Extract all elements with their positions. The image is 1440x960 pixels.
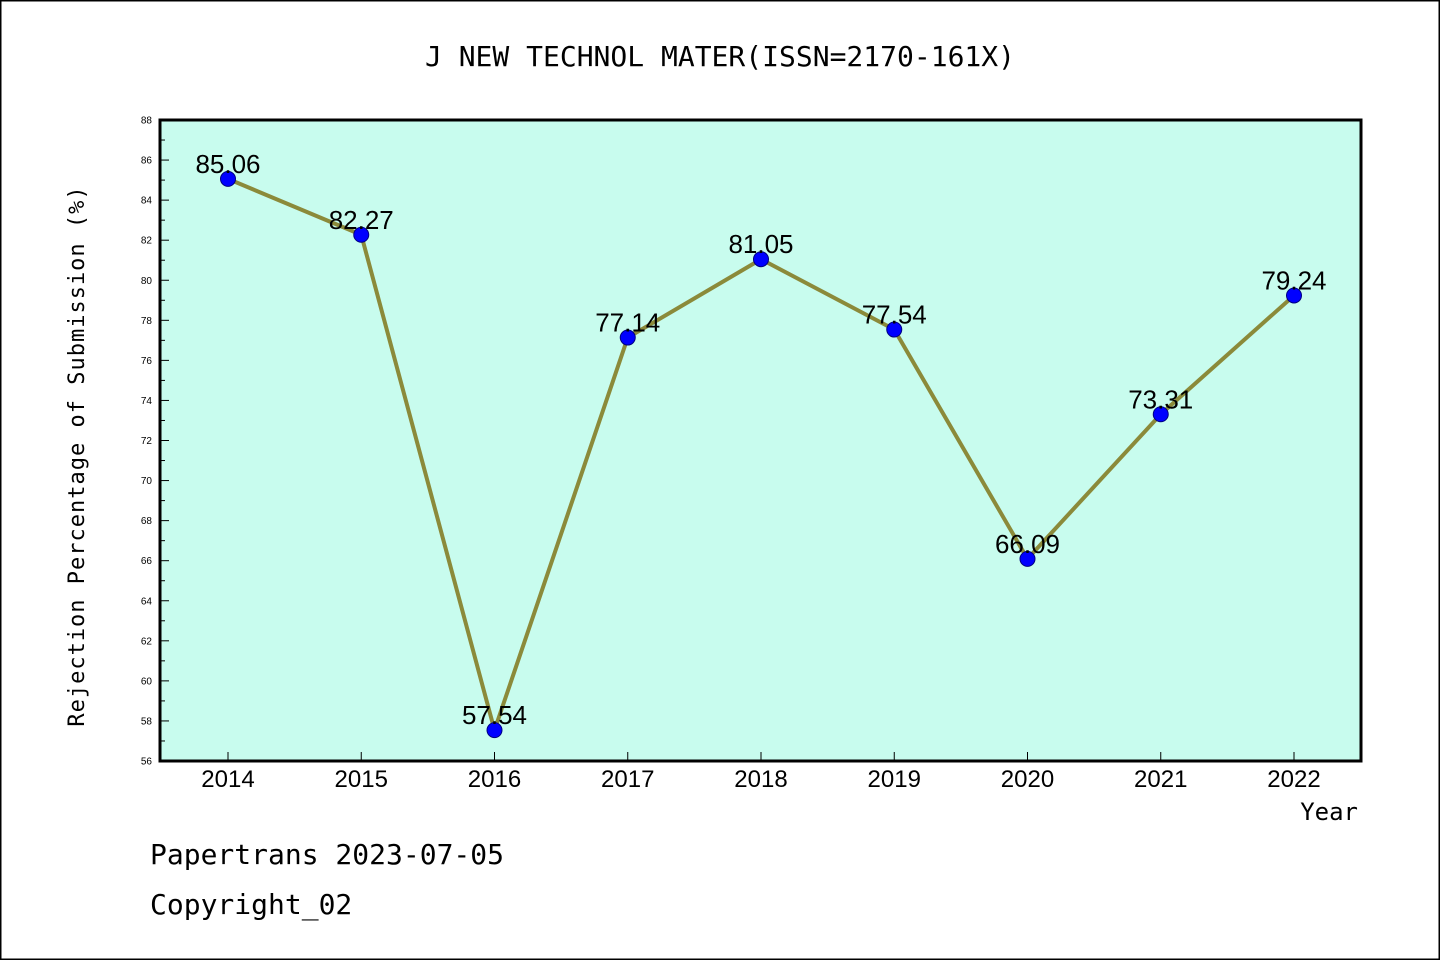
data-label: 82.27 — [329, 205, 394, 235]
y-tick-label: 76 — [141, 356, 153, 367]
y-tick-label: 86 — [141, 156, 153, 167]
y-tick-label: 80 — [141, 276, 153, 287]
y-axis: 56 58 60 62 64 66 68 70 72 74 76 78 80 82 84 86 88 — [141, 116, 169, 768]
x-axis: 2014 2015 2016 2017 2018 2019 2020 2021 2022 — [201, 752, 1321, 793]
plot-area — [158, 118, 1363, 763]
data-point — [1019, 550, 1036, 567]
x-tick-label: 2021 — [1134, 766, 1187, 793]
x-tick-label: 2020 — [1001, 766, 1054, 793]
y-tick-label: 66 — [141, 556, 153, 567]
data-label: 66.09 — [995, 529, 1060, 559]
footer-date-text: Papertrans 2023-07-05 — [150, 838, 504, 871]
y-tick-label: 62 — [141, 636, 153, 647]
data-point — [753, 251, 769, 268]
x-tick-label: 2016 — [468, 766, 521, 793]
data-point — [353, 226, 370, 243]
y-tick-label: 84 — [141, 196, 153, 207]
x-axis-label: Year — [1300, 798, 1358, 826]
data-label: 73.31 — [1128, 384, 1193, 414]
y-tick-label: 88 — [141, 116, 153, 127]
x-tick-label: 2018 — [734, 766, 787, 793]
data-point — [486, 722, 503, 739]
y-tick-label: 82 — [141, 236, 153, 247]
data-label: 81.05 — [728, 229, 793, 259]
data-label: 57.54 — [462, 700, 527, 730]
x-tick-label: 2019 — [868, 766, 921, 793]
y-tick-label: 56 — [141, 757, 153, 768]
x-tick-label: 2022 — [1267, 766, 1320, 793]
y-tick-label: 60 — [141, 676, 153, 687]
data-point — [886, 321, 903, 338]
y-tick-label: 68 — [141, 516, 153, 527]
x-tick-label: 2014 — [201, 766, 254, 793]
y-tick-label: 78 — [141, 316, 153, 327]
y-tick-label: 64 — [141, 596, 153, 607]
x-tick-label: 2017 — [601, 766, 654, 793]
footer-copyright-text: Copyright_02 — [150, 888, 352, 922]
x-tick-label: 2015 — [335, 766, 388, 793]
data-label: 77.54 — [862, 300, 927, 330]
data-point — [220, 170, 236, 187]
data-point — [1152, 406, 1169, 423]
data-label: 79.24 — [1261, 265, 1326, 295]
data-label: 85.06 — [195, 149, 260, 179]
chart-title: J NEW TECHNOL MATER(ISSN=2170-161X) — [425, 40, 1015, 73]
y-tick-label: 74 — [141, 396, 153, 407]
data-point — [1286, 287, 1302, 304]
y-axis-label: Rejection Percentage of Submission (%) — [65, 185, 90, 726]
data-point — [619, 329, 636, 346]
series-markers — [220, 170, 1302, 739]
y-tick-label: 70 — [141, 476, 153, 487]
y-tick-label: 58 — [141, 716, 153, 727]
y-tick-label: 72 — [141, 436, 153, 447]
data-labels: 85.06 82.27 57.54 77.14 81.05 77.54 66.09 73.31… — [195, 149, 1326, 730]
data-label: 77.14 — [595, 308, 660, 338]
